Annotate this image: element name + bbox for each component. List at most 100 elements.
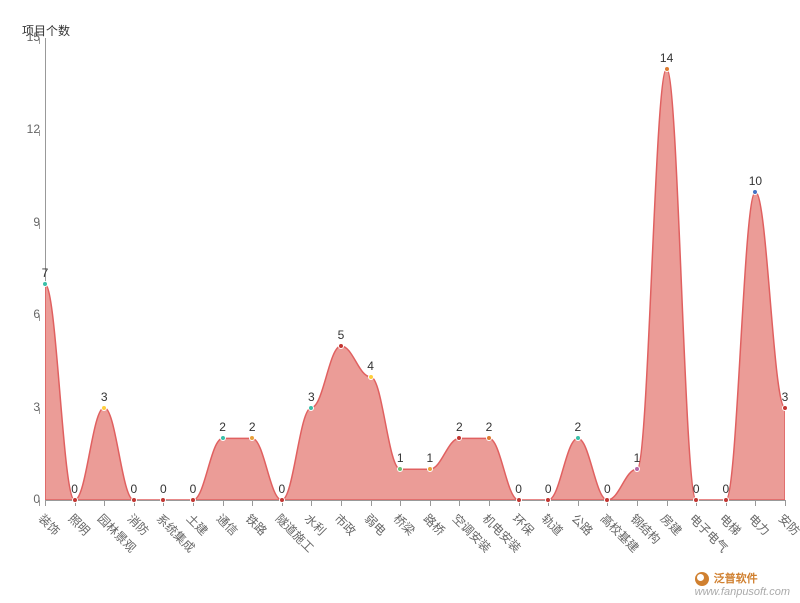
y-tick-label: 15: [10, 30, 40, 44]
plot-area: [45, 38, 785, 500]
data-label: 0: [71, 482, 78, 496]
data-label: 2: [456, 420, 463, 434]
data-label: 1: [397, 451, 404, 465]
data-label: 1: [634, 451, 641, 465]
data-label: 3: [308, 390, 315, 404]
y-tick-label: 0: [10, 492, 40, 506]
data-marker: [427, 466, 433, 472]
x-tick: [785, 500, 786, 506]
data-label: 0: [278, 482, 285, 496]
chart-container: 项目个数 03691215 装饰照明园林景观消防系统集成土建通信铁路隧道施工水利…: [0, 0, 800, 603]
data-marker: [752, 189, 758, 195]
data-marker: [693, 497, 699, 503]
x-tick: [311, 500, 312, 506]
data-label: 10: [749, 174, 762, 188]
x-axis-line: [45, 500, 785, 501]
y-tick-label: 9: [10, 215, 40, 229]
watermark-brand: 泛普软件: [714, 573, 758, 585]
data-marker: [249, 435, 255, 441]
y-tick: [39, 130, 40, 136]
x-tick-label: 路桥: [420, 510, 449, 539]
y-tick: [39, 223, 40, 229]
logo-icon: [695, 572, 709, 586]
x-tick: [459, 500, 460, 506]
x-tick-label: 安防: [775, 510, 800, 539]
data-label: 4: [367, 359, 374, 373]
y-tick: [39, 500, 40, 506]
data-label: 3: [101, 390, 108, 404]
x-tick: [371, 500, 372, 506]
data-label: 1: [426, 451, 433, 465]
x-tick-label: 桥梁: [390, 510, 419, 539]
x-tick: [400, 500, 401, 506]
x-tick-label: 轨道: [538, 510, 567, 539]
x-tick-label: 市政: [331, 510, 360, 539]
data-label: 0: [722, 482, 729, 496]
x-tick-label: 装饰: [35, 510, 64, 539]
x-tick: [755, 500, 756, 506]
x-tick: [223, 500, 224, 506]
data-label: 0: [190, 482, 197, 496]
data-marker: [190, 497, 196, 503]
data-marker: [397, 466, 403, 472]
data-marker: [160, 497, 166, 503]
data-marker: [486, 435, 492, 441]
data-marker: [634, 466, 640, 472]
data-marker: [220, 435, 226, 441]
data-marker: [575, 435, 581, 441]
y-tick: [39, 38, 40, 44]
watermark: 泛普软件 www.fanpusoft.com: [695, 570, 790, 598]
data-marker: [368, 374, 374, 380]
data-marker: [664, 66, 670, 72]
y-tick-label: 6: [10, 307, 40, 321]
data-marker: [42, 281, 48, 287]
data-label: 0: [693, 482, 700, 496]
y-tick: [39, 408, 40, 414]
data-marker: [604, 497, 610, 503]
area-series: [45, 69, 785, 500]
data-marker: [279, 497, 285, 503]
x-tick: [578, 500, 579, 506]
data-label: 2: [486, 420, 493, 434]
x-tick: [489, 500, 490, 506]
data-label: 5: [338, 328, 345, 342]
data-marker: [782, 405, 788, 411]
data-label: 0: [160, 482, 167, 496]
data-label: 7: [42, 266, 49, 280]
data-marker: [456, 435, 462, 441]
x-tick-label: 铁路: [242, 510, 271, 539]
x-tick: [667, 500, 668, 506]
x-tick: [430, 500, 431, 506]
x-tick: [252, 500, 253, 506]
data-label: 0: [130, 482, 137, 496]
data-marker: [131, 497, 137, 503]
x-tick: [637, 500, 638, 506]
watermark-url: www.fanpusoft.com: [695, 586, 790, 598]
data-marker: [101, 405, 107, 411]
x-tick-label: 电力: [745, 510, 774, 539]
data-marker: [338, 343, 344, 349]
x-tick-label: 通信: [213, 510, 242, 539]
data-marker: [72, 497, 78, 503]
x-tick: [104, 500, 105, 506]
y-tick: [39, 315, 40, 321]
x-tick: [45, 500, 46, 506]
x-tick-label: 照明: [65, 510, 94, 539]
data-marker: [545, 497, 551, 503]
data-label: 3: [782, 390, 789, 404]
x-tick-label: 弱电: [361, 510, 390, 539]
data-label: 0: [545, 482, 552, 496]
data-label: 14: [660, 51, 673, 65]
x-tick-label: 公路: [568, 510, 597, 539]
y-tick-label: 12: [10, 122, 40, 136]
data-marker: [723, 497, 729, 503]
data-marker: [308, 405, 314, 411]
x-tick: [341, 500, 342, 506]
y-tick-label: 3: [10, 400, 40, 414]
data-label: 2: [574, 420, 581, 434]
data-label: 0: [515, 482, 522, 496]
data-label: 2: [219, 420, 226, 434]
data-marker: [516, 497, 522, 503]
data-label: 2: [249, 420, 256, 434]
data-label: 0: [604, 482, 611, 496]
